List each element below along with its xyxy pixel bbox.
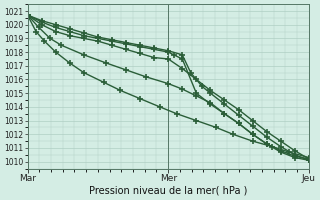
X-axis label: Pression niveau de la mer( hPa ): Pression niveau de la mer( hPa ) xyxy=(89,186,247,196)
